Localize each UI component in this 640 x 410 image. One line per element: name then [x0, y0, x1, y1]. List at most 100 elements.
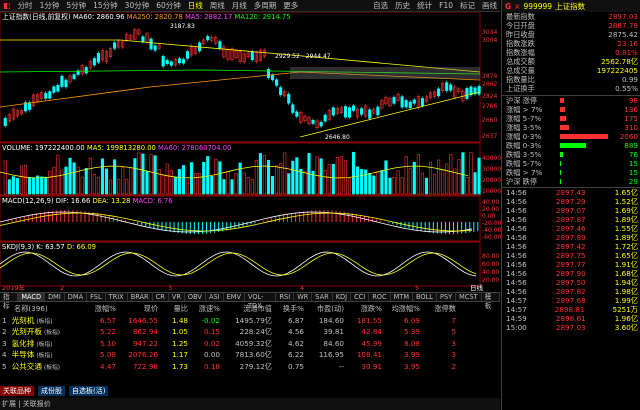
indicator-tab[interactable]: VOL-TDX: [245, 293, 277, 310]
toolbar-item[interactable]: 15分钟: [93, 1, 118, 10]
indicator-tab[interactable]: FSL: [87, 293, 106, 301]
kline-chart-area[interactable]: 上证指数(日线,前复权) MA60: 2860.96 MA250: 2820.7…: [0, 12, 502, 292]
indicator-tab[interactable]: VR: [169, 293, 185, 301]
bottom-tab[interactable]: 成份股: [38, 386, 65, 396]
volume-bar: [27, 177, 32, 195]
toolbar-item[interactable]: 多周期: [253, 1, 277, 10]
volume-bar: [351, 151, 356, 195]
column-header[interactable]: 量比: [173, 304, 188, 313]
bottom-tab[interactable]: 关联品种: [0, 386, 34, 396]
toolbar-item[interactable]: 30分钟: [124, 1, 150, 10]
tick-time: 14:56: [506, 233, 527, 242]
breadth-value: 29: [628, 177, 638, 186]
toolbar-right-item[interactable]: 标记: [460, 1, 475, 10]
column-header[interactable]: 涨幅%: [94, 304, 116, 313]
volume-bar: [92, 174, 96, 195]
toolbar-item[interactable]: 60分钟: [156, 1, 181, 10]
tick-price: 2897.43: [555, 188, 586, 197]
stat-label: 指数涨跌: [506, 39, 535, 48]
indicator-tab[interactable]: OBV: [185, 293, 206, 301]
candle-body: [291, 104, 295, 113]
indicator-tab[interactable]: MCST: [456, 293, 482, 301]
volume-bar: [129, 167, 133, 195]
sector-name-cell[interactable]: 4 半导体 (板指): [0, 349, 78, 361]
candle-body: [323, 114, 327, 122]
indicator-tab[interactable]: ROC: [369, 293, 391, 301]
toolbar-item[interactable]: 分时: [17, 1, 33, 10]
indicator-tab[interactable]: KDJ: [333, 293, 352, 301]
toolbar-item[interactable]: 日线: [187, 1, 203, 10]
column-header[interactable]: 流通市值: [243, 304, 272, 313]
breadth-bar: [560, 125, 569, 130]
candle-body: [104, 51, 109, 63]
toolbar-right-item[interactable]: 统计: [417, 1, 433, 10]
indicator-tab[interactable]: EMV: [224, 293, 245, 301]
sector-name-cell[interactable]: 2 光刻开板 (板指): [0, 326, 78, 338]
candle-body: [465, 88, 469, 99]
toolbar-right-item[interactable]: 历史: [395, 1, 411, 10]
macd-value: MACD: 6.76: [132, 197, 173, 205]
sector-name-cell[interactable]: 1 光刻机 (板指): [0, 315, 78, 327]
bottom-tab[interactable]: 自选板(活): [69, 386, 109, 396]
volume-bar: [23, 164, 28, 195]
toolbar-right-item[interactable]: 画线: [482, 1, 497, 10]
column-header[interactable]: 涨速%: [198, 304, 220, 313]
indicator-tab[interactable]: PSY: [437, 293, 457, 301]
tick-amount: 1.65亿: [614, 251, 638, 260]
skdj-axis-label: 20.00: [482, 277, 500, 284]
toolbar-item[interactable]: 更多: [283, 1, 299, 10]
table-row[interactable]: 4 半导体 (板指) 5.08 2076.26 1.17 0.00 7813.60亿 6.22 1…: [0, 349, 500, 361]
toolbar-item[interactable]: 月线: [231, 1, 247, 10]
candle-body: [206, 36, 210, 41]
table-row[interactable]: 3 氢化排 (板指) 5.10 947.22 1.25 0.02 4059.32亿 4.62 84…: [0, 338, 500, 350]
volume-bar: [121, 167, 125, 195]
column-header[interactable]: 换手%: [282, 304, 304, 313]
indicator-tab[interactable]: WR: [294, 293, 313, 301]
volume-bar: [457, 159, 461, 195]
toolbar-item[interactable]: 1分钟: [39, 1, 60, 10]
table-row[interactable]: 1 光刻机 (板指) 6.57 1646.55 1.48 -0.02 1495.79亿 6.87…: [0, 315, 500, 327]
indicator-tab[interactable]: MTM: [391, 293, 414, 301]
indicator-tab[interactable]: ASI: [206, 293, 224, 301]
indicator-tab[interactable]: CR: [153, 293, 169, 301]
indicator-tab[interactable]: BOLL: [413, 293, 437, 301]
breadth-row: 跌幅 5-7% 15: [502, 159, 640, 168]
kline-chart-svg[interactable]: [0, 12, 500, 290]
toolbar-item[interactable]: 5分钟: [66, 1, 87, 10]
tick-list[interactable]: 14:56 2897.43 1.65亿 14:56 2897.29 1.52亿 14:56 2…: [502, 187, 640, 332]
column-header[interactable]: 市盈(动): [316, 304, 344, 313]
column-header[interactable]: 涨停数: [434, 304, 456, 313]
indicator-tab[interactable]: 指标: [0, 293, 19, 310]
breadth-value: 76: [628, 150, 638, 159]
macd-dif: DIF: 16.66: [55, 197, 91, 205]
indicator-tab[interactable]: CCI: [351, 293, 370, 301]
indicator-tab[interactable]: MACD: [18, 293, 46, 301]
table-cell: 1.25: [171, 338, 188, 348]
table-row[interactable]: 5 公共交通 (板指) 4.47 722.98 1.73 0.18 279.12亿 0.75 --…: [0, 361, 500, 373]
indicator-tab[interactable]: TRIX: [106, 293, 128, 301]
table-row[interactable]: 2 光刻开板 (板指) 5.22 862.94 1.05 0.15 228.24亿 4.56 39…: [0, 326, 500, 338]
sector-name-cell[interactable]: 5 公共交通 (板指): [0, 361, 78, 373]
column-header[interactable]: 现价: [143, 304, 158, 313]
bottom-tab-bar: 关联品种 成份股 自选板(活): [0, 385, 500, 397]
toolbar-right-item[interactable]: F10: [439, 1, 453, 10]
column-header[interactable]: 涨跌%: [360, 304, 382, 313]
chart-icon[interactable]: ◧: [3, 1, 11, 10]
indicator-tab[interactable]: 模板: [482, 293, 500, 310]
candle-body: [424, 96, 429, 102]
toolbar-item[interactable]: 周线: [209, 1, 225, 10]
indicator-tab[interactable]: SAR: [312, 293, 333, 301]
close-icon[interactable]: ×: [514, 1, 521, 11]
breadth-value: 98: [628, 96, 638, 105]
indicator-tab[interactable]: BRAR: [128, 293, 153, 301]
indicator-tab[interactable]: DMA: [65, 293, 88, 301]
tick-amount: 1.96亿: [614, 314, 638, 323]
column-header[interactable]: 名称(396): [14, 304, 48, 313]
sector-name-cell[interactable]: 3 氢化排 (板指): [0, 338, 78, 350]
indicator-tab[interactable]: RSI: [276, 293, 295, 301]
toolbar-right-item[interactable]: 自选: [373, 1, 389, 10]
macd-axis-label: -60.00: [482, 234, 502, 241]
indicator-tab[interactable]: DMI: [45, 293, 65, 301]
column-header[interactable]: 均涨幅%: [391, 304, 420, 313]
candle-body: [250, 51, 254, 61]
